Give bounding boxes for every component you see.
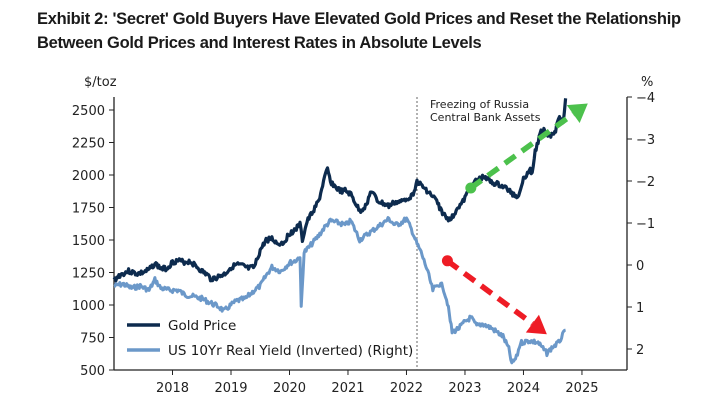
left-tick-label: 2000 [72,169,105,184]
right-tick-label: −3 [636,133,655,148]
right-tick-label: −4 [636,91,655,106]
axes: 500 750 1000 1250 1500 1750 2000 2250 2500 −4 −3 −2… [72,91,655,396]
legend-label-gold: Gold Price [168,318,236,334]
x-tick-label: 2019 [214,381,247,396]
right-tick-label: 2 [636,343,644,358]
x-tick-label: 2022 [390,381,423,396]
title-line-1: Exhibit 2: 'Secret' Gold Buyers Have Ele… [37,10,681,28]
red-arrow-shaft [445,258,535,326]
x-tick-label: 2024 [507,381,540,396]
x-tick-label: 2023 [448,381,481,396]
red-arrow-head [525,314,547,335]
chart-title: Exhibit 2: 'Secret' Gold Buyers Have Ele… [37,7,717,55]
trend-arrows [441,103,588,335]
legend-label-real-yield: US 10Yr Real Yield (Inverted) (Right) [168,343,413,359]
left-tick-label: 750 [80,332,105,347]
x-tick-label: 2021 [331,381,364,396]
right-tick-label: 1 [636,301,644,316]
legend [127,323,160,352]
x-tick-label: 2025 [565,381,598,396]
right-tick-label: −2 [636,175,655,190]
left-tick-label: 2250 [72,137,105,152]
left-tick-label: 1250 [72,267,105,282]
x-tick-label: 2020 [273,381,306,396]
right-tick-label: −1 [636,217,655,232]
left-tick-label: 1750 [72,202,105,217]
left-tick-label: 500 [80,364,105,379]
green-arrow-shaft [469,111,575,191]
left-tick-label: 1000 [72,299,105,314]
series-lines [112,98,568,365]
right-tick-label: 0 [636,259,644,274]
left-tick-label: 1500 [72,234,105,249]
series-line-gold [112,98,568,283]
vline-label-line-2: Central Bank Assets [430,111,541,124]
series-line-real-yield [113,216,567,365]
green-arrow-head [566,103,588,123]
right-axis-label: % [641,75,653,90]
title-line-2: Between Gold Prices and Interest Rates i… [37,34,482,52]
vline-label-line-1: Freezing of Russia [430,98,529,111]
left-tick-label: 2500 [72,104,105,119]
x-tick-label: 2018 [156,381,189,396]
left-axis-label: $/toz [84,75,117,90]
